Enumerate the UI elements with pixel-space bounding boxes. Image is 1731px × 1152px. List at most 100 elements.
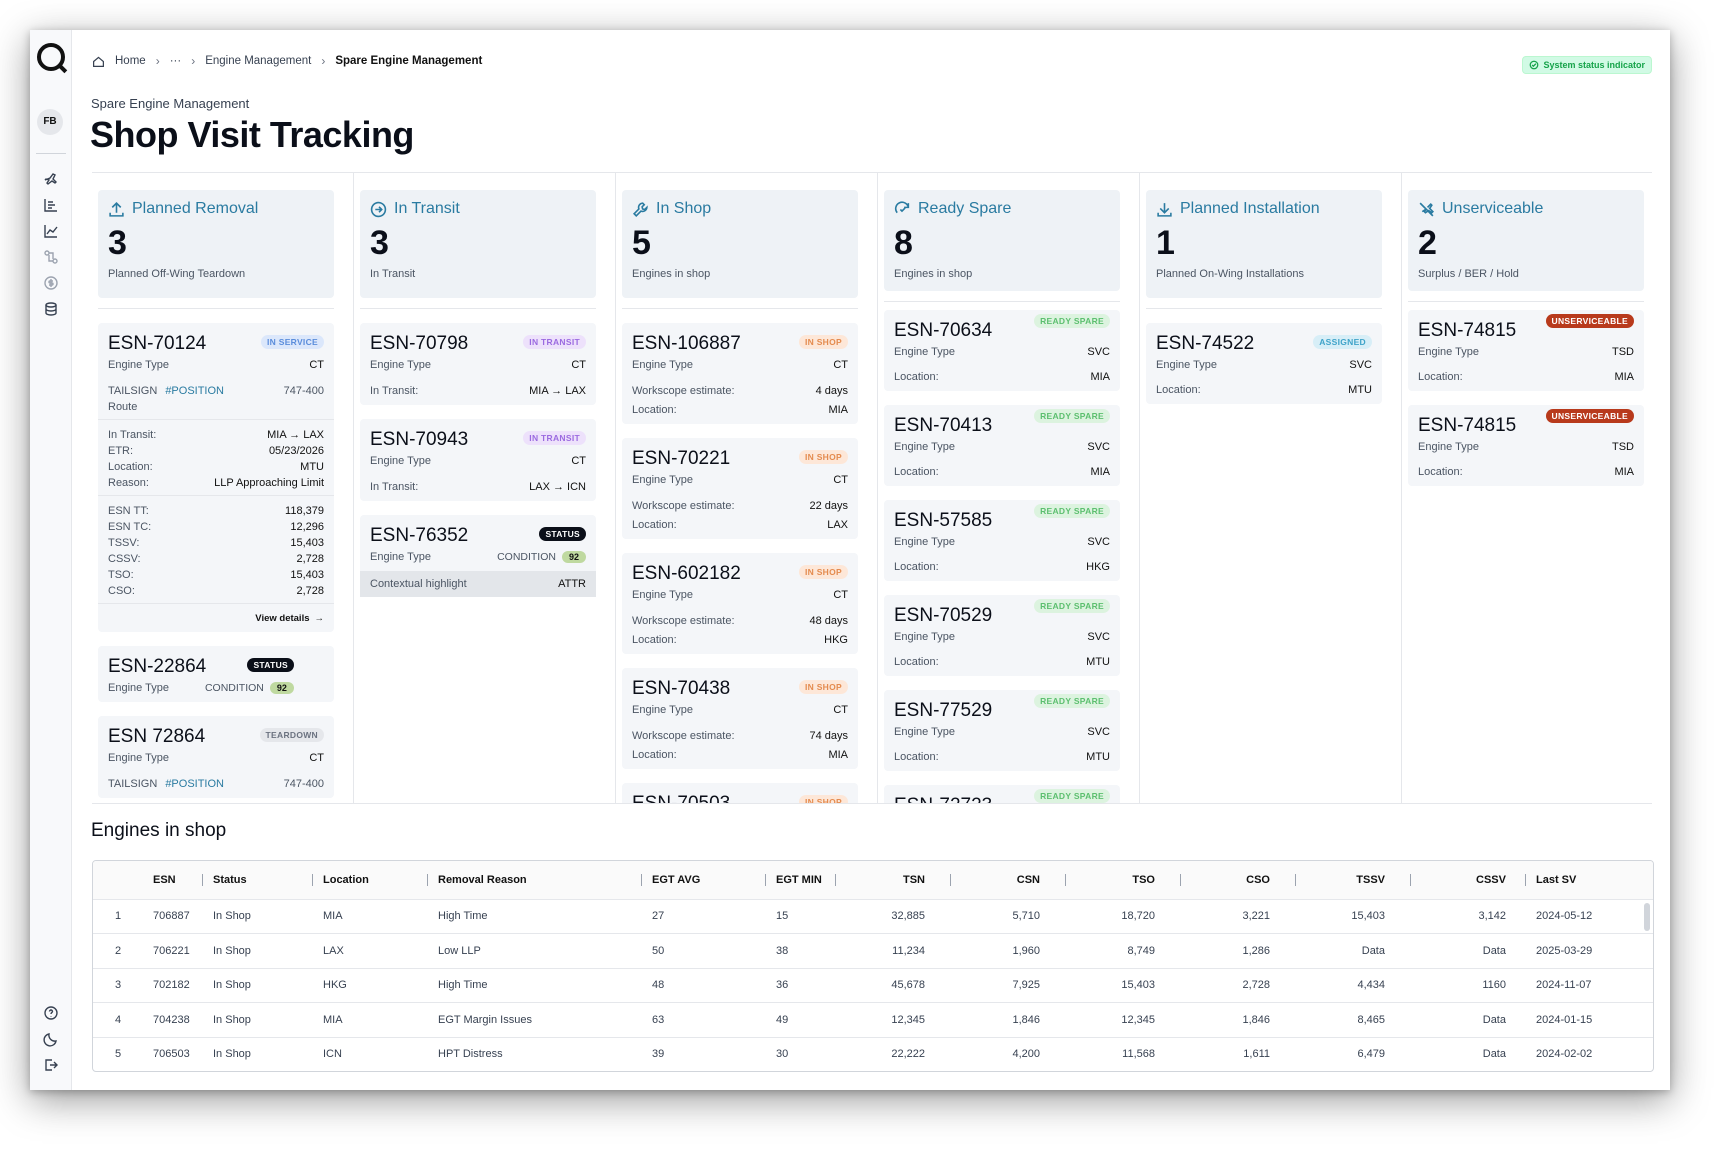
dollar-icon[interactable] — [43, 275, 59, 291]
cell-last-sv: 2024-01-15 — [1526, 1002, 1653, 1038]
cell-egt-min: 38 — [766, 933, 836, 969]
engine-card[interactable]: ESN-70413 READY SPARE Engine Type SVC Loc… — [884, 405, 1120, 486]
summary-card[interactable]: In Transit 3 In Transit — [360, 190, 596, 298]
col-header-tsn[interactable]: TSN — [836, 861, 951, 900]
col-header-tso[interactable]: TSO — [1066, 861, 1181, 900]
reason-value: LLP Approaching Limit — [214, 477, 324, 489]
engine-card[interactable]: ESN-22864 STATUS Engine Type CONDITION 92 — [98, 646, 334, 702]
cell-egt-min: 30 — [766, 1037, 836, 1071]
cell-egt-min: 15 — [766, 899, 836, 934]
breadcrumb-home[interactable]: Home — [115, 55, 146, 67]
esn-label: ESN-74815 — [1418, 415, 1517, 436]
col-header-status[interactable]: Status — [203, 861, 313, 900]
workscope-value: 4 days — [815, 385, 848, 397]
status-badge: READY SPARE — [1034, 599, 1110, 613]
avatar[interactable]: FB — [37, 109, 63, 135]
col-header-tssv[interactable]: TSSV — [1296, 861, 1411, 900]
list-chart-icon[interactable] — [43, 197, 59, 213]
table-row[interactable]: 3 702182 In Shop HKG High Time 48 36 45,678 7,92… — [93, 968, 1653, 1003]
column-in-transit: In Transit 3 In Transit ESN-70798 IN TRA… — [354, 172, 616, 803]
cell-row-index: 1 — [93, 899, 143, 934]
cell-cssv: 1160 — [1411, 968, 1526, 1003]
engine-card[interactable]: ESN-70529 READY SPARE Engine Type SVC Loc… — [884, 595, 1120, 676]
engine-card[interactable]: ESN-70634 READY SPARE Engine Type SVC Loc… — [884, 310, 1120, 391]
view-details-link[interactable]: View details → — [108, 613, 324, 624]
engine-type-label: Engine Type — [632, 474, 693, 486]
engine-card[interactable]: ESN-76352 STATUS Engine Type CONDITION 92 … — [360, 515, 596, 597]
summary-card[interactable]: In Shop 5 Engines in shop — [622, 190, 858, 298]
table-row[interactable]: 2 706221 In Shop LAX Low LLP 50 38 11,234 1,960 8… — [93, 933, 1653, 969]
cell-esn: 706503 — [143, 1037, 203, 1071]
esn-tt-label: ESN TT: — [108, 505, 149, 517]
col-header-last-sv[interactable]: Last SV — [1526, 861, 1653, 900]
database-icon[interactable] — [43, 301, 59, 317]
col-header-location[interactable]: Location — [313, 861, 428, 900]
logout-icon[interactable] — [43, 1057, 59, 1073]
summary-card[interactable]: Ready Spare 8 Engines in shop — [884, 190, 1120, 291]
position-link[interactable]: #POSITION — [165, 778, 224, 790]
breadcrumb-ellipsis[interactable]: ··· — [169, 55, 182, 67]
table-row[interactable]: 5 706503 In Shop ICN HPT Distress 39 30 22,222 4… — [93, 1037, 1653, 1071]
tailsign: TAILSIGN — [108, 778, 158, 790]
engine-card[interactable]: ESN-57585 READY SPARE Engine Type SVC Loc… — [884, 500, 1120, 581]
home-icon[interactable] — [92, 55, 105, 68]
breadcrumb-engine-management[interactable]: Engine Management — [205, 55, 312, 67]
column-title: In Transit — [394, 200, 460, 217]
engine-card[interactable]: ESN-74522 ASSIGNED Engine Type SVC Locati… — [1146, 323, 1382, 404]
engine-card[interactable]: ESN-70438 IN SHOP Engine Type CT Workscop… — [622, 668, 858, 769]
col-header-csn[interactable]: CSN — [951, 861, 1066, 900]
engine-card[interactable]: ESN-70943 IN TRANSIT Engine Type CT In Tr… — [360, 419, 596, 501]
app-logo-icon[interactable] — [37, 43, 65, 71]
engine-card[interactable]: ESN-77529 READY SPARE Engine Type SVC Loc… — [884, 690, 1120, 771]
engine-card[interactable]: ESN-602182 IN SHOP Engine Type CT Worksco… — [622, 553, 858, 654]
line-chart-icon[interactable] — [43, 223, 59, 239]
status-badge: IN SHOP — [798, 565, 848, 579]
esn-label: ESN-70634 — [894, 320, 993, 341]
app-window: FB Home › ··· › Engine Management › Spar… — [30, 30, 1670, 1090]
engine-card[interactable]: ESN-72723 READY SPARE — [884, 785, 1120, 803]
column-subtitle: Planned On-Wing Installations — [1156, 268, 1304, 280]
engine-card[interactable]: ESN-74815 UNSERVICEABLE Engine Type TSD L… — [1408, 405, 1644, 486]
section-title: Engines in shop — [91, 820, 227, 841]
cell-location: MIA — [313, 899, 428, 934]
col-header-removal-reason[interactable]: Removal Reason — [428, 861, 642, 900]
transfer-icon[interactable] — [43, 249, 59, 265]
col-header-cssv[interactable]: CSSV — [1411, 861, 1526, 900]
help-icon[interactable] — [43, 1005, 59, 1021]
engine-card[interactable]: ESN-70221 IN SHOP Engine Type CT Workscop… — [622, 438, 858, 539]
esn-label: ESN 72864 — [108, 726, 206, 747]
summary-card[interactable]: Unserviceable 2 Surplus / BER / Hold — [1408, 190, 1644, 291]
chevron-right-icon: › — [191, 54, 196, 68]
table-row[interactable]: 1 706887 In Shop MIA High Time 27 15 32,885 5,71… — [93, 899, 1653, 934]
table-row[interactable]: 4 704238 In Shop MIA EGT Margin Issues 63 49 12… — [93, 1002, 1653, 1038]
column-planned-installation: Planned Installation 1 Planned On-Wing I… — [1140, 172, 1402, 803]
divider — [98, 495, 334, 496]
location-value: MIA — [1090, 466, 1110, 478]
cell-egt-avg: 39 — [642, 1037, 766, 1071]
summary-card[interactable]: Planned Installation 1 Planned On-Wing I… — [1146, 190, 1382, 298]
engine-card[interactable]: ESN-70503 IN SHOP — [622, 783, 858, 803]
cell-status: In Shop — [203, 1002, 313, 1038]
engine-card[interactable]: ESN-74815 UNSERVICEABLE Engine Type TSD L… — [1408, 310, 1644, 391]
cell-cssv: 3,142 — [1411, 899, 1526, 934]
system-status-badge: System status indicator — [1522, 56, 1652, 74]
col-header-cso[interactable]: CSO — [1181, 861, 1296, 900]
cssv-label: CSSV: — [108, 553, 141, 565]
engine-card[interactable]: ESN 72864 TEARDOWN Engine Type CT TAILSIG… — [98, 716, 334, 798]
table-scrollbar[interactable] — [1644, 903, 1650, 931]
plane-icon[interactable] — [43, 171, 59, 187]
col-header-egt-avg[interactable]: EGT AVG — [642, 861, 766, 900]
engine-card[interactable]: ESN-106887 IN SHOP Engine Type CT Worksco… — [622, 323, 858, 424]
moon-icon[interactable] — [43, 1031, 59, 1047]
engine-card[interactable]: ESN-70798 IN TRANSIT Engine Type CT In Tr… — [360, 323, 596, 405]
esn-label: ESN-77529 — [894, 700, 993, 721]
col-header-egt-min[interactable]: EGT MIN — [766, 861, 836, 900]
engine-card[interactable]: ESN-70124 IN SERVICE Engine Type CT TAILS… — [98, 323, 334, 632]
cell-location: MIA — [313, 1002, 428, 1038]
location-value: MTU — [300, 461, 324, 473]
summary-card[interactable]: Planned Removal 3 Planned Off-Wing Teard… — [98, 190, 334, 298]
col-header-esn[interactable]: ESN — [143, 861, 203, 900]
engine-type-value: SVC — [1087, 536, 1110, 548]
position-link[interactable]: #POSITION — [165, 385, 224, 397]
cell-tssv: 4,434 — [1296, 968, 1411, 1003]
